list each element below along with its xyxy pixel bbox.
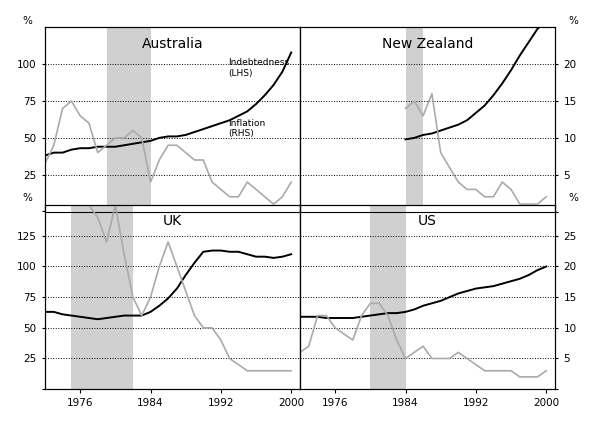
Bar bbox=[406, 27, 423, 212]
Text: UK: UK bbox=[163, 214, 182, 228]
Text: %: % bbox=[568, 193, 578, 203]
Text: %: % bbox=[568, 16, 578, 26]
Text: Inflation
(RHS): Inflation (RHS) bbox=[229, 119, 266, 138]
Text: Australia: Australia bbox=[142, 37, 203, 51]
Bar bbox=[370, 205, 406, 389]
Text: US: US bbox=[418, 214, 437, 228]
Text: Indebtedness
(LHS): Indebtedness (LHS) bbox=[229, 58, 290, 78]
Bar bbox=[71, 205, 133, 389]
Text: %: % bbox=[22, 193, 32, 203]
Bar bbox=[107, 27, 151, 212]
Text: %: % bbox=[22, 16, 32, 26]
Text: New Zealand: New Zealand bbox=[382, 37, 473, 51]
